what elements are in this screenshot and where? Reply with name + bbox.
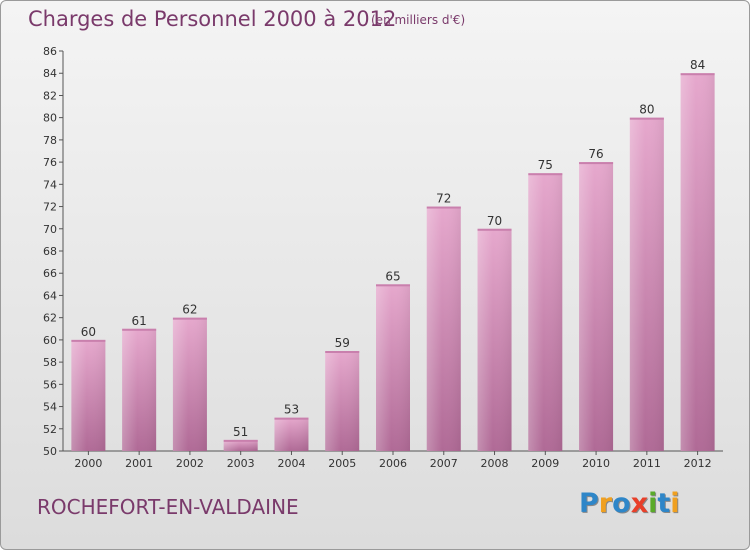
data-label: 76 — [588, 147, 603, 161]
bar-shine — [477, 228, 512, 451]
x-tick-label: 2007 — [430, 457, 458, 470]
data-label: 70 — [487, 214, 502, 228]
bar-top-edge — [325, 351, 360, 353]
y-tick-label: 52 — [43, 423, 57, 436]
y-tick-label: 64 — [43, 289, 57, 302]
y-tick-label: 74 — [43, 178, 57, 191]
logo-letter: i — [648, 488, 658, 519]
y-tick-label: 78 — [43, 134, 57, 147]
bar-top-edge — [579, 162, 614, 165]
x-tick-label: 2002 — [176, 457, 204, 470]
x-tick-label: 2001 — [125, 457, 153, 470]
bar-shine — [274, 417, 309, 451]
logo-letter: r — [598, 488, 613, 519]
data-label: 60 — [81, 325, 96, 339]
bar-top-edge — [172, 317, 207, 320]
y-tick-label: 76 — [43, 156, 57, 169]
y-tick-label: 70 — [43, 223, 57, 236]
x-tick-label: 2005 — [328, 457, 356, 470]
data-label: 72 — [436, 192, 451, 206]
data-label: 61 — [132, 314, 147, 328]
x-tick-label: 2012 — [684, 457, 712, 470]
x-tick-label: 2010 — [582, 457, 610, 470]
y-tick-label: 54 — [43, 401, 57, 414]
bar-top-edge — [376, 284, 410, 287]
x-tick-label: 2000 — [74, 457, 102, 470]
bar-shine — [376, 284, 410, 451]
bar-shine — [172, 317, 207, 451]
data-label: 59 — [335, 336, 350, 350]
data-label: 65 — [385, 269, 400, 283]
bar-shine — [223, 439, 258, 451]
data-label: 53 — [284, 403, 299, 417]
y-tick-label: 50 — [43, 445, 57, 458]
bar-top-edge — [122, 328, 157, 331]
bar-shine — [629, 117, 664, 452]
x-tick-label: 2004 — [277, 457, 305, 470]
bar-top-edge — [528, 173, 563, 176]
y-tick-label: 86 — [43, 45, 57, 58]
data-labels-group: 60 61 62 51 53 59 65 72 70 75 76 80 84 — [81, 58, 706, 439]
data-label: 80 — [639, 103, 654, 117]
chart-title: Charges de Personnel 2000 à 2012 — [28, 7, 397, 31]
y-tick-label: 58 — [43, 356, 57, 369]
y-tick-label: 84 — [43, 67, 57, 80]
data-label: 51 — [233, 425, 248, 439]
y-tick-label: 80 — [43, 112, 57, 125]
y-tick-label: 68 — [43, 245, 57, 258]
data-label: 75 — [538, 158, 553, 172]
bar-top-edge — [223, 439, 258, 442]
bar-shine — [426, 206, 461, 451]
proxiti-logo[interactable]: Proxiti — [579, 488, 680, 519]
bar-top-edge — [426, 206, 461, 209]
bar-top-edge — [477, 228, 512, 231]
bar-shine — [122, 328, 157, 451]
data-label: 62 — [182, 303, 197, 317]
x-tick-label: 2008 — [481, 457, 509, 470]
logo-letter: t — [657, 488, 671, 519]
bars-group — [71, 73, 715, 452]
x-tick-label: 2009 — [531, 457, 559, 470]
y-tick-label: 72 — [43, 201, 57, 214]
chart-subtitle: (en milliers d'€) — [371, 13, 466, 27]
logo-letter: x — [630, 488, 649, 519]
bar-shine — [528, 173, 563, 451]
x-tick-label: 2011 — [633, 457, 661, 470]
bar-top-edge — [274, 417, 309, 420]
bar-shine — [71, 339, 106, 451]
data-label: 84 — [690, 58, 705, 72]
x-tick-label: 2006 — [379, 457, 407, 470]
logo-letter: P — [579, 488, 599, 519]
bar-top-edge — [629, 117, 664, 120]
logo-letter: i — [670, 488, 680, 519]
place-name: ROCHEFORT-EN-VALDAINE — [37, 495, 299, 519]
axes: 50 52 54 56 58 60 62 64 66 68 70 72 74 76 78 80 82 84 86 20… — [43, 45, 723, 470]
y-tick-label: 56 — [43, 378, 57, 391]
bar-shine — [680, 73, 715, 451]
logo-letter: o — [612, 488, 631, 519]
bar-top-edge — [680, 73, 715, 76]
y-tick-label: 66 — [43, 267, 57, 280]
y-tick-label: 60 — [43, 334, 57, 347]
y-tick-label: 82 — [43, 89, 57, 102]
bar-top-edge — [71, 339, 106, 342]
y-tick-label: 62 — [43, 312, 57, 325]
x-tick-label: 2003 — [227, 457, 255, 470]
bar-shine — [325, 351, 360, 451]
bar-shine — [579, 162, 614, 451]
